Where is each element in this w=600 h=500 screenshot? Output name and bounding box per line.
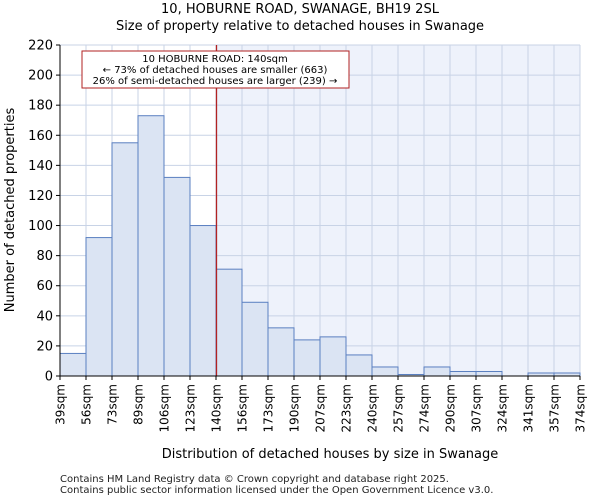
y-tick-label-7: 140 <box>28 159 53 174</box>
x-tick-label-6: 140sqm <box>210 384 224 432</box>
y-tick-label-10: 200 <box>28 69 53 84</box>
x-tick-label-15: 290sqm <box>444 384 458 432</box>
annotation-line-2: ← 73% of detached houses are smaller (66… <box>103 65 328 76</box>
x-tick-label-7: 156sqm <box>236 384 250 432</box>
x-tick-label-3: 89sqm <box>132 384 146 425</box>
chart-subtitle: Size of property relative to detached ho… <box>115 19 485 34</box>
y-tick-label-3: 60 <box>36 279 53 294</box>
y-tick-label-9: 180 <box>28 99 53 114</box>
bar-2 <box>111 142 139 377</box>
annotation-line-3: 26% of semi-detached houses are larger (… <box>93 76 338 87</box>
bar-4 <box>163 176 191 377</box>
bar-7 <box>241 301 269 377</box>
bar-16 <box>475 370 503 377</box>
bar-3 <box>137 115 165 377</box>
bar-5 <box>189 225 217 377</box>
y-tick-label-6: 120 <box>28 189 53 204</box>
y-tick-label-4: 80 <box>36 249 53 264</box>
annotation-line-1: 10 HOBURNE ROAD: 140sqm <box>142 54 288 65</box>
bar-15 <box>449 370 477 377</box>
x-tick-label-20: 374sqm <box>574 384 588 432</box>
x-tick-label-0: 39sqm <box>54 384 68 425</box>
annotation-box <box>81 50 350 89</box>
x-tick-label-2: 73sqm <box>106 384 120 425</box>
bar-8 <box>267 327 295 377</box>
x-tick-label-8: 173sqm <box>262 384 276 432</box>
bar-6 <box>215 268 243 377</box>
bar-0 <box>59 352 87 377</box>
y-axis-label: Number of detached properties <box>3 108 18 313</box>
bar-14 <box>423 366 451 377</box>
y-tick-label-2: 40 <box>36 309 53 324</box>
y-tick-label-0: 0 <box>45 370 53 385</box>
x-tick-label-11: 223sqm <box>340 384 354 432</box>
y-tick-label-5: 100 <box>28 219 53 234</box>
y-tick-label-1: 20 <box>36 339 53 354</box>
x-tick-label-16: 307sqm <box>470 384 484 432</box>
x-tick-label-5: 123sqm <box>184 384 198 432</box>
y-tick-label-11: 220 <box>28 39 53 54</box>
x-axis-label: Distribution of detached houses by size … <box>162 447 499 462</box>
bar-9 <box>293 339 321 377</box>
x-tick-label-17: 324sqm <box>496 384 510 432</box>
x-tick-label-9: 190sqm <box>288 384 302 432</box>
x-tick-label-14: 274sqm <box>418 384 432 432</box>
bar-12 <box>371 366 399 377</box>
x-tick-label-4: 106sqm <box>158 384 172 432</box>
footer-line-1: Contains HM Land Registry data © Crown c… <box>60 474 449 485</box>
chart-title: 10, HOBURNE ROAD, SWANAGE, BH19 2SL <box>161 2 439 17</box>
x-tick-label-12: 240sqm <box>366 384 380 432</box>
bar-10 <box>319 336 347 377</box>
y-tick-label-8: 160 <box>28 129 53 144</box>
bar-11 <box>345 354 373 377</box>
x-tick-label-18: 341sqm <box>522 384 536 432</box>
x-tick-label-13: 257sqm <box>392 384 406 432</box>
bar-1 <box>85 237 113 377</box>
x-tick-label-19: 357sqm <box>548 384 562 432</box>
footer-line-2: Contains public sector information licen… <box>60 485 494 496</box>
x-tick-label-10: 207sqm <box>314 384 328 432</box>
x-tick-label-1: 56sqm <box>80 384 94 425</box>
